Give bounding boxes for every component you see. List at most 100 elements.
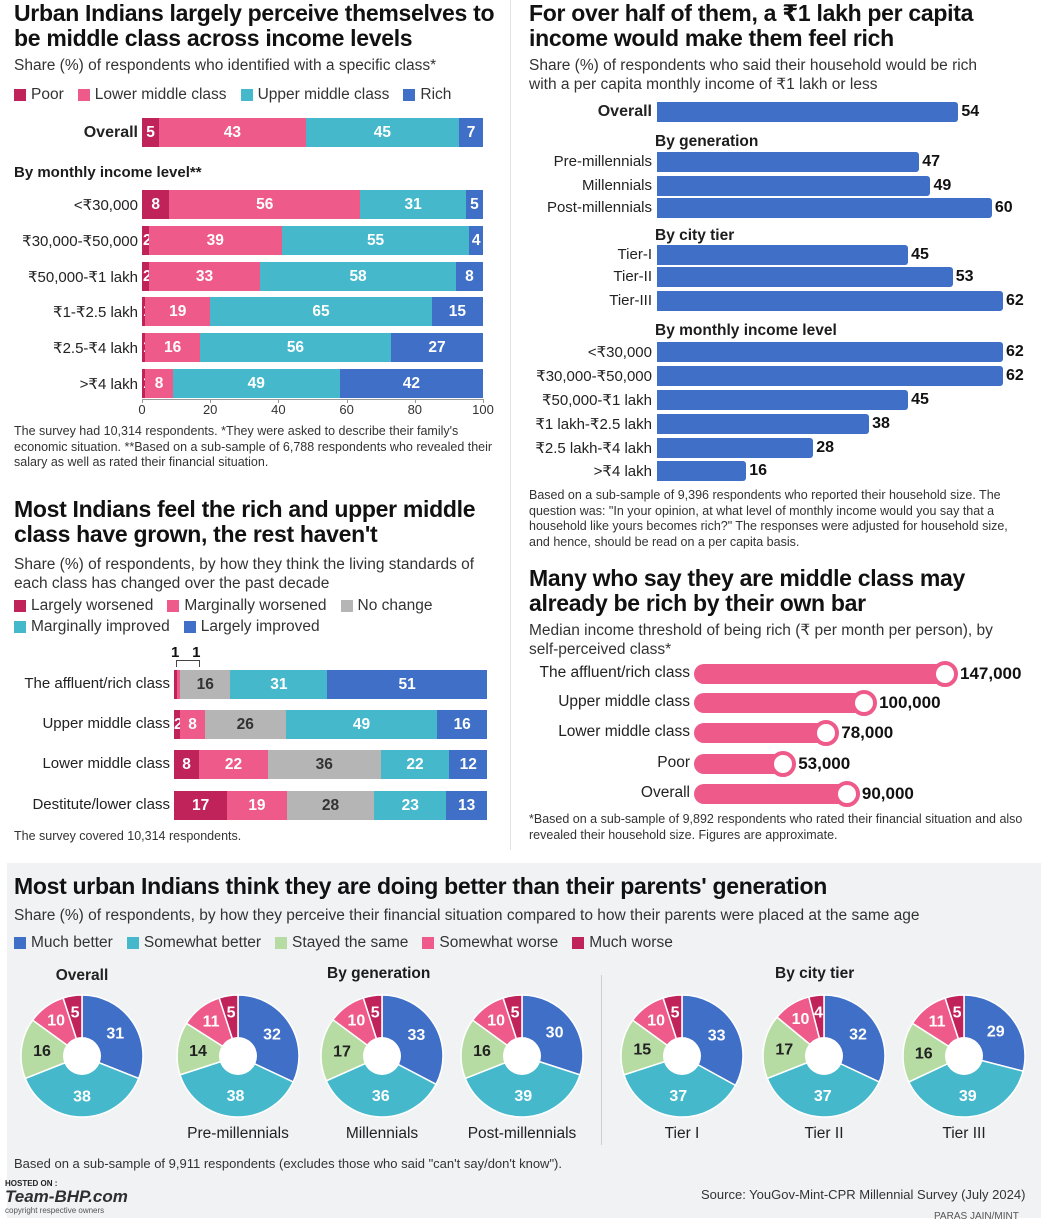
chart1-segment: 58 xyxy=(260,262,456,291)
chart2-value: 45 xyxy=(911,391,929,408)
pie-slice-label: 10 xyxy=(792,1011,810,1028)
chart3-bracket xyxy=(176,660,200,667)
chart2-value: 38 xyxy=(872,415,890,432)
pie-label: Tier I xyxy=(665,1125,700,1142)
chart4-bar-knob xyxy=(932,661,958,687)
chart5-legend-swatch xyxy=(422,937,435,949)
pie-slice-label: 39 xyxy=(959,1088,977,1105)
pie-slice-label: 37 xyxy=(814,1088,832,1105)
chart2-bar xyxy=(657,366,1003,386)
chart1-segment: 4 xyxy=(469,226,483,255)
chart2-bar xyxy=(657,291,1003,311)
chart1-tick xyxy=(346,399,348,403)
chart1-tick-label: 0 xyxy=(138,402,146,417)
chart3-small-label: 1 xyxy=(192,644,201,661)
pie-label: Overall xyxy=(56,967,109,984)
pie-slice-label: 4 xyxy=(814,1004,823,1021)
chart4-row-label: Lower middle class xyxy=(558,723,690,740)
chart2-value: 28 xyxy=(816,439,835,456)
chart1-legend-item: Rich xyxy=(403,86,451,104)
chart3-segment: 8 xyxy=(174,750,200,779)
chart3-segment: 16 xyxy=(180,670,231,699)
chart3-legend-swatch xyxy=(340,600,353,612)
chart5-legend-item: Somewhat better xyxy=(126,934,261,952)
chart1-legend-label: Lower middle class xyxy=(94,86,227,103)
pie-hole xyxy=(663,1037,701,1075)
chart1-segment: 2 xyxy=(142,262,152,291)
chart2-value: 49 xyxy=(933,177,952,194)
chart3-legend-label: Marginally worsened xyxy=(184,597,327,614)
chart3-subtitle: Share (%) of respondents, by how they th… xyxy=(14,556,475,592)
pie-slice xyxy=(20,1019,84,1080)
chart1-segment: 55 xyxy=(281,226,470,255)
chart4-value: 147,000 xyxy=(960,664,1022,683)
pie-label: Millennials xyxy=(346,1125,419,1142)
chart1-segment: 27 xyxy=(390,333,483,362)
chart1-segment: 5 xyxy=(142,118,160,147)
chart1-legend-swatch xyxy=(14,89,26,101)
chart5-legend: Much better Somewhat better Stayed the sam… xyxy=(14,934,673,952)
chart2-bar xyxy=(657,102,959,122)
pie-slice-label: 10 xyxy=(487,1012,505,1029)
column-divider xyxy=(510,0,511,850)
chart2-bar xyxy=(657,414,870,434)
chart3-row-label: Lower middle class xyxy=(42,755,170,772)
chart2-row-label: ₹50,000-₹1 lakh xyxy=(542,392,652,409)
chart1-tick xyxy=(210,399,212,403)
chart5-legend-label: Somewhat worse xyxy=(439,934,559,951)
chart2-note: Based on a sub-sample of 9,396 responden… xyxy=(529,488,1008,549)
chart4-value: 90,000 xyxy=(861,784,914,803)
chart3-legend-item: Marginally improved xyxy=(14,618,170,636)
watermark-copyright: copyright respective owners xyxy=(5,1206,105,1215)
chart5-legend-item: Much better xyxy=(14,934,113,952)
chart3-title: Most Indians feel the rich and upper mid… xyxy=(14,496,476,547)
chart1-row-label: ₹2.5-₹4 lakh xyxy=(53,340,138,357)
chart1-segment: 8 xyxy=(455,262,483,291)
chart1-legend-swatch xyxy=(240,89,253,101)
chart3-legend-item: Marginally worsened xyxy=(167,597,327,615)
pie-slice xyxy=(766,1055,881,1118)
pie-slice-label: 33 xyxy=(708,1028,726,1045)
chart4-note: *Based on a sub-sample of 9,892 responde… xyxy=(529,812,1023,842)
pie-slice xyxy=(902,1022,966,1083)
chart1-row-label: ₹50,000-₹1 lakh xyxy=(28,269,138,286)
chart3-legend-label: Marginally improved xyxy=(31,618,170,635)
chart1-bar: 1196515 xyxy=(142,297,483,326)
chart1-axis-line xyxy=(142,399,483,400)
chart3-segment: 26 xyxy=(204,710,286,739)
chart3-segment xyxy=(177,670,181,699)
chart1-note: The survey had 10,314 respondents. *They… xyxy=(14,424,493,469)
chart2-row-label: Post-millennials xyxy=(546,199,652,216)
chart1-legend: Poor Lower middle class Upper middle class… xyxy=(14,86,451,104)
pie-slice xyxy=(907,1055,1024,1118)
chart3-bar: 2 8 26 49 16 xyxy=(174,710,487,739)
pie-slice-label: 15 xyxy=(633,1042,651,1059)
pie-slice-label: 11 xyxy=(203,1013,220,1030)
pie-chart: 30 39 16 10 5 Post-millennials xyxy=(460,994,584,1142)
chart1-row-label: <₹30,000 xyxy=(73,197,138,214)
chart4-bar-knob xyxy=(813,720,840,746)
chart3-segment: 22 xyxy=(380,750,450,779)
chart3-legend-swatch xyxy=(14,600,26,612)
chart3-segment: 8 xyxy=(180,710,205,739)
chart3-row-label: Upper middle class xyxy=(42,715,170,732)
chart1-legend-swatch xyxy=(403,89,416,101)
chart3-segment: 16 xyxy=(437,710,487,739)
pie-slice-label: 10 xyxy=(348,1012,366,1029)
pie-chart: 33 36 17 10 5 Millennials xyxy=(320,994,444,1142)
chart3-legend-label: Largely improved xyxy=(200,618,320,635)
chart2-value: 62 xyxy=(1006,343,1024,360)
pie-group-divider xyxy=(601,975,602,1145)
chart4-bar xyxy=(694,664,947,684)
pie-slice-label: 37 xyxy=(669,1088,687,1105)
chart4-row-label: The affluent/rich class xyxy=(539,664,690,681)
pie-slice-label: 16 xyxy=(915,1045,933,1062)
watermark-hosted: HOSTED ON : xyxy=(5,1179,58,1188)
pie-slice xyxy=(460,1019,524,1080)
chart5-note: Based on a sub-sample of 9,911 responden… xyxy=(14,1156,562,1171)
chart3-segment: 19 xyxy=(227,791,287,820)
chart3-legend-label: Largely worsened xyxy=(31,597,154,614)
chart3-segment xyxy=(174,670,178,699)
pie-slice-label: 38 xyxy=(227,1088,245,1105)
chart1-bar: 2 39 55 4 xyxy=(142,226,483,255)
